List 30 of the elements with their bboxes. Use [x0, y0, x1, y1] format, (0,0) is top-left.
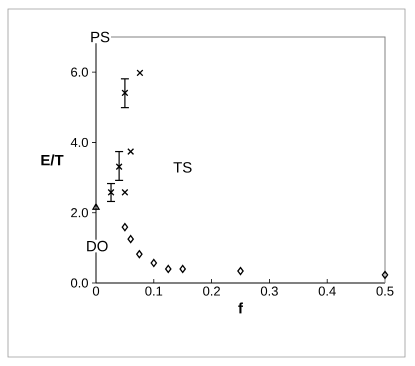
point: [122, 222, 128, 232]
y-tick-label: 6.0: [71, 68, 88, 77]
x-tick-label: 0.5: [376, 286, 394, 296]
point: [127, 148, 134, 156]
point: [108, 188, 114, 196]
y-tick-label: 0.0: [70, 278, 88, 288]
point: [382, 270, 388, 280]
x-axis-title: f: [238, 302, 244, 314]
x-tick-label: 0: [92, 286, 100, 296]
point: [136, 250, 143, 258]
annotation: PS: [91, 32, 110, 42]
x-tick-label: 0.4: [318, 286, 336, 296]
y-axis-title: E/T: [41, 154, 64, 166]
point: [116, 163, 123, 170]
y-tick-label: 2.0: [71, 208, 88, 218]
y-tick-label: 4.0: [70, 138, 88, 148]
point: [179, 264, 186, 274]
point: [237, 266, 244, 276]
point: [92, 203, 100, 210]
point: [127, 234, 134, 244]
x-tick-label: 0.2: [203, 286, 220, 296]
point: [121, 89, 128, 96]
x-tick-label: 0.3: [260, 286, 278, 296]
annotation: DO: [87, 240, 108, 252]
point: [136, 69, 144, 76]
annotation: TS: [173, 162, 192, 173]
point: [121, 188, 128, 196]
point: [164, 264, 172, 274]
point: [150, 258, 158, 268]
x-tick-label: 0.1: [145, 286, 162, 296]
